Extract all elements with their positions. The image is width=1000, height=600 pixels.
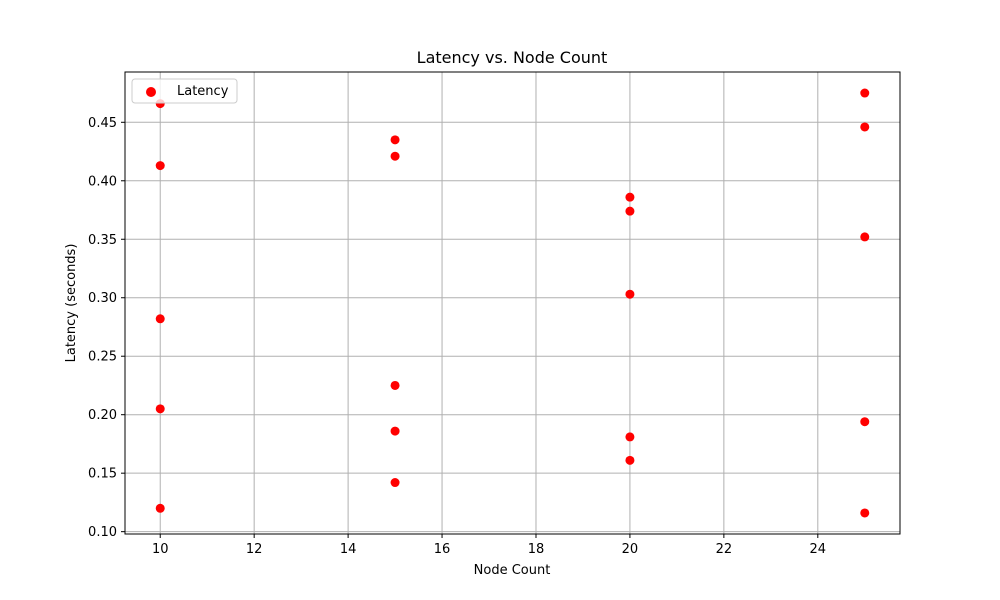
- x-axis-label: Node Count: [474, 563, 551, 578]
- x-tick-label: 18: [528, 542, 545, 557]
- x-tick-label: 12: [246, 542, 263, 557]
- data-point: [155, 161, 165, 171]
- legend-marker: [146, 87, 156, 97]
- data-point: [625, 289, 635, 299]
- data-point: [625, 455, 635, 465]
- x-tick-label: 24: [810, 542, 827, 557]
- x-tick-label: 14: [340, 542, 357, 557]
- data-point: [155, 503, 165, 513]
- legend: Latency: [131, 78, 238, 104]
- data-point: [390, 135, 400, 145]
- x-tick-labels: 10 12 14 16 18 20 22 24: [152, 542, 826, 557]
- y-tick-label: 0.25: [88, 350, 117, 365]
- plot-frame: [124, 71, 901, 535]
- data-point: [860, 88, 870, 98]
- legend-box: [131, 78, 238, 104]
- y-tick-label: 0.20: [88, 408, 117, 423]
- chart-title: Latency vs. Node Count: [417, 48, 608, 67]
- data-point: [390, 426, 400, 436]
- data-point: [390, 380, 400, 390]
- data-point: [625, 432, 635, 442]
- x-tick-label: 10: [152, 542, 169, 557]
- data-point: [860, 508, 870, 518]
- data-point: [155, 404, 165, 414]
- y-tick-label: 0.40: [88, 174, 117, 189]
- data-point: [625, 192, 635, 202]
- x-tick-label: 16: [434, 542, 451, 557]
- x-tick-label: 22: [716, 542, 733, 557]
- data-point: [155, 314, 165, 324]
- data-point: [860, 232, 870, 242]
- y-tick-label: 0.15: [88, 467, 117, 482]
- legend-label: Latency: [177, 84, 229, 99]
- tick-marks: [121, 121, 819, 538]
- y-tick-label: 0.10: [88, 525, 117, 540]
- y-axis-label: Latency (seconds): [64, 244, 79, 363]
- data-point: [860, 417, 870, 427]
- data-point: [625, 206, 635, 216]
- y-tick-labels: 0.10 0.15 0.20 0.25 0.30 0.35 0.40 0.45: [88, 116, 117, 540]
- y-tick-label: 0.45: [88, 116, 117, 131]
- data-point: [390, 151, 400, 161]
- data-point: [860, 122, 870, 132]
- grid-layer: [125, 72, 900, 534]
- x-tick-label: 20: [622, 542, 639, 557]
- data-point: [390, 478, 400, 488]
- y-tick-label: 0.35: [88, 233, 117, 248]
- y-tick-label: 0.30: [88, 291, 117, 306]
- data-points: [155, 88, 870, 518]
